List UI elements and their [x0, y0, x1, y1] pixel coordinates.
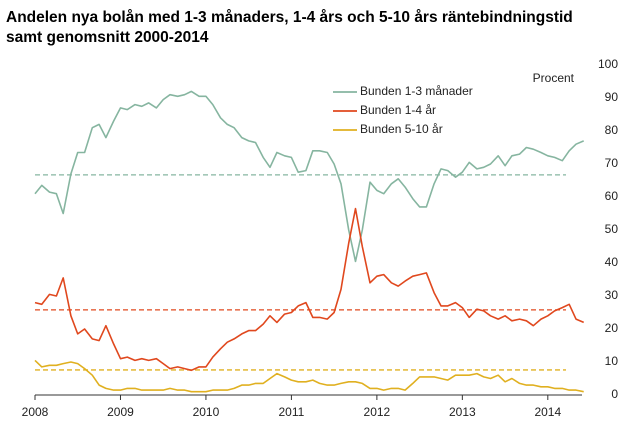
chart-title: Andelen nya bolån med 1-3 månaders, 1-4 …	[6, 9, 573, 26]
y-tick-label: 30	[605, 288, 619, 302]
legend-label: Bunden 1-4 år	[360, 103, 436, 117]
y-tick-label: 50	[605, 222, 619, 236]
x-tick-label: 2010	[193, 405, 220, 419]
y-tick-label: 100	[598, 57, 618, 71]
y-tick-label: 20	[605, 321, 619, 335]
y-tick-label: 40	[605, 255, 619, 269]
y-tick-label: 0	[611, 387, 618, 401]
x-tick-label: 2009	[107, 405, 134, 419]
y-tick-label: 80	[605, 123, 619, 137]
y-tick-label: 70	[605, 156, 619, 170]
chart-title: samt genomsnitt 2000-2014	[6, 29, 209, 46]
y-tick-label: 10	[605, 354, 619, 368]
series-line	[34, 90, 585, 263]
x-tick-label: 2012	[364, 405, 391, 419]
y-tick-label: 90	[605, 90, 619, 104]
y-tick-label: 60	[605, 189, 619, 203]
x-tick-label: 2013	[449, 405, 476, 419]
legend-label: Bunden 5-10 år	[360, 122, 443, 136]
y-axis-label: Procent	[533, 71, 575, 85]
legend-label: Bunden 1-3 månader	[360, 84, 473, 98]
series-line	[34, 359, 584, 393]
x-tick-label: 2011	[279, 405, 305, 419]
series-line	[34, 207, 585, 372]
x-tick-label: 2008	[22, 405, 49, 419]
x-tick-label: 2014	[534, 405, 561, 419]
